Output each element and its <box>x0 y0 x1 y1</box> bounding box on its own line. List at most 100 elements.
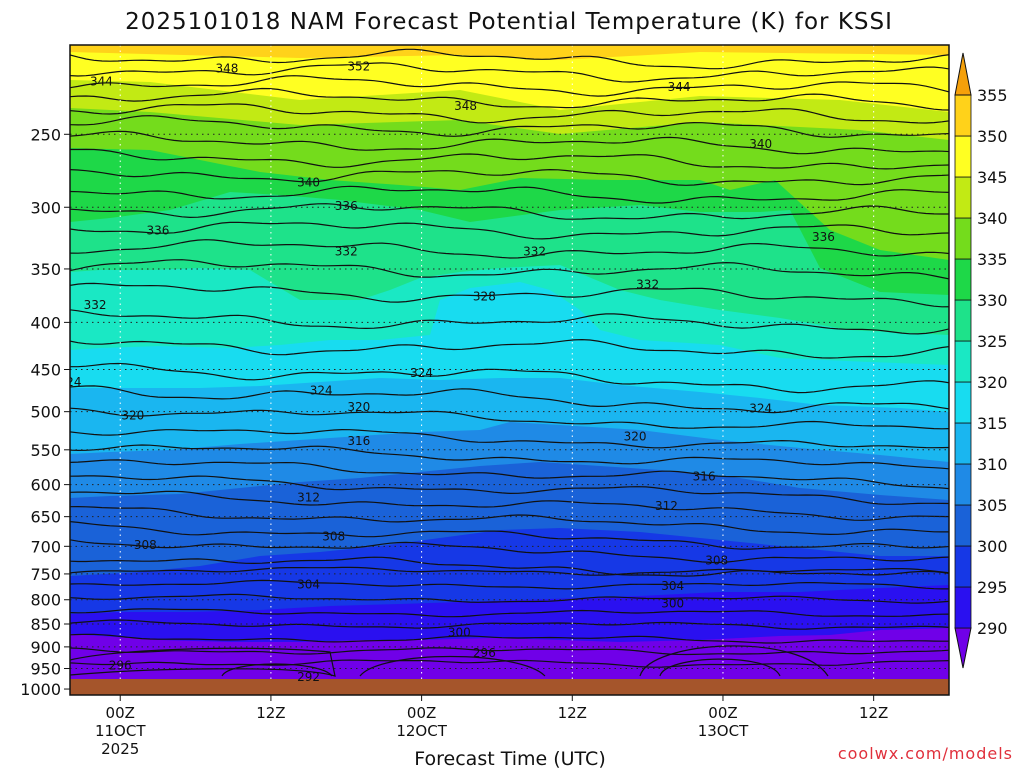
colorbar-swatch <box>954 176 972 219</box>
contour-line <box>70 475 949 505</box>
contour-line <box>70 619 949 630</box>
contour-line <box>70 87 949 111</box>
contour-label: 292 <box>297 670 320 684</box>
colorbar-swatch <box>954 217 972 260</box>
y-tick-label: 700 <box>30 537 61 556</box>
ground-strip <box>70 679 949 695</box>
y-tick-label: 850 <box>30 615 61 634</box>
contour-label: 320 <box>347 400 370 414</box>
contour-line <box>70 647 949 656</box>
contour-label: 332 <box>335 244 358 258</box>
colorbar-label: 335 <box>977 250 1008 269</box>
contour-line <box>70 505 949 536</box>
colorbar-swatch <box>954 258 972 301</box>
contour-label: 324 <box>59 375 82 389</box>
contour-line <box>70 539 949 564</box>
x-tick-label: 00Z <box>407 704 436 722</box>
contour-label: 312 <box>297 491 320 505</box>
contour-line <box>70 444 949 470</box>
contour-label: 316 <box>347 434 370 448</box>
contour-line <box>70 566 949 576</box>
contour-label: 324 <box>749 401 772 415</box>
contour-line <box>70 338 949 359</box>
contour-line <box>70 459 949 490</box>
x-tick-label: 00Z <box>708 704 737 722</box>
contour-label: 348 <box>454 99 477 113</box>
contour-line <box>70 221 949 240</box>
y-tick-label: 400 <box>30 313 61 332</box>
contour-label: 296 <box>109 659 132 673</box>
contour-label: 320 <box>121 409 144 423</box>
colorbar-label: 295 <box>977 578 1008 597</box>
x-axis-label: Forecast Time (UTC) <box>414 748 605 768</box>
contour-label: 308 <box>705 553 728 567</box>
y-tick-label: 750 <box>30 565 61 584</box>
contour-line <box>221 663 333 677</box>
colorbar-swatch <box>954 586 972 629</box>
contour-line <box>70 579 949 590</box>
contour-lines <box>70 48 949 677</box>
y-tick-label: 800 <box>30 591 61 610</box>
chart-title: 2025101018 NAM Forecast Potential Temper… <box>125 9 893 35</box>
colorbar-label: 310 <box>977 455 1008 474</box>
contour-line <box>70 130 949 155</box>
colorbar-label: 300 <box>977 537 1008 556</box>
contour-line <box>70 407 949 430</box>
colorbar-label: 330 <box>977 291 1008 310</box>
contour-label: 312 <box>8 502 31 516</box>
y-tick-label: 1000 <box>20 680 61 699</box>
colorbar-swatch <box>954 135 972 178</box>
contour-line <box>70 75 949 97</box>
contour-line <box>70 428 949 449</box>
contour-label: 300 <box>661 597 684 611</box>
x-tick-label: 12OCT <box>396 722 447 740</box>
contour-line <box>70 48 949 70</box>
colorbar-label: 345 <box>977 168 1008 187</box>
contour-line <box>70 521 949 550</box>
y-tick-label: 450 <box>30 361 61 380</box>
colorbar-swatch <box>954 340 972 383</box>
colorbar: 290 295 300 305 310 315 320 325 330 335 340 345 350 3… <box>954 52 1008 669</box>
contour-label: 332 <box>84 298 107 312</box>
contour-line <box>359 655 546 677</box>
x-tick-label: 12Z <box>558 704 587 722</box>
contour-label: 308 <box>322 529 345 543</box>
colorbar-under-arrow <box>954 627 972 669</box>
contour-line <box>70 490 949 521</box>
contour-line <box>70 148 949 170</box>
credit-text: coolwx.com/models <box>838 744 1013 763</box>
colorbar-label: 325 <box>977 332 1008 351</box>
contour-label: 344 <box>90 74 113 88</box>
gridlines <box>70 45 949 695</box>
contour-label: 324 <box>410 366 433 380</box>
contour-line <box>70 593 949 604</box>
contour-label: 328 <box>473 290 496 304</box>
colorbar-label: 315 <box>977 414 1008 433</box>
colorbar-label: 290 <box>977 619 1008 638</box>
contour-label: 336 <box>335 199 358 213</box>
contour-label: 344 <box>668 80 691 94</box>
contour-line <box>639 645 829 677</box>
colorbar-swatch <box>954 504 972 547</box>
contour-label: 324 <box>310 383 333 397</box>
contour-line <box>659 658 781 677</box>
contour-label: 304 <box>661 579 684 593</box>
contour-line <box>70 168 949 186</box>
contour-line <box>70 659 949 668</box>
contour-line <box>70 556 949 577</box>
x-tick-label: 12Z <box>859 704 888 722</box>
contour-label: 316 <box>40 463 63 477</box>
colorbar-swatch <box>954 381 972 424</box>
colorbar-swatch <box>954 299 972 342</box>
y-tick-label: 500 <box>30 403 61 422</box>
contour-label: 352 <box>347 59 370 73</box>
colorbar-swatch <box>954 422 972 465</box>
contour-label: 320 <box>624 429 647 443</box>
contour-label: 332 <box>636 278 659 292</box>
y-tick-label: 950 <box>30 660 61 679</box>
y-tick-label: 300 <box>30 198 61 217</box>
y-tick-label: 900 <box>30 638 61 657</box>
contour-line <box>70 633 949 644</box>
x-tick-label: 13OCT <box>698 722 749 740</box>
